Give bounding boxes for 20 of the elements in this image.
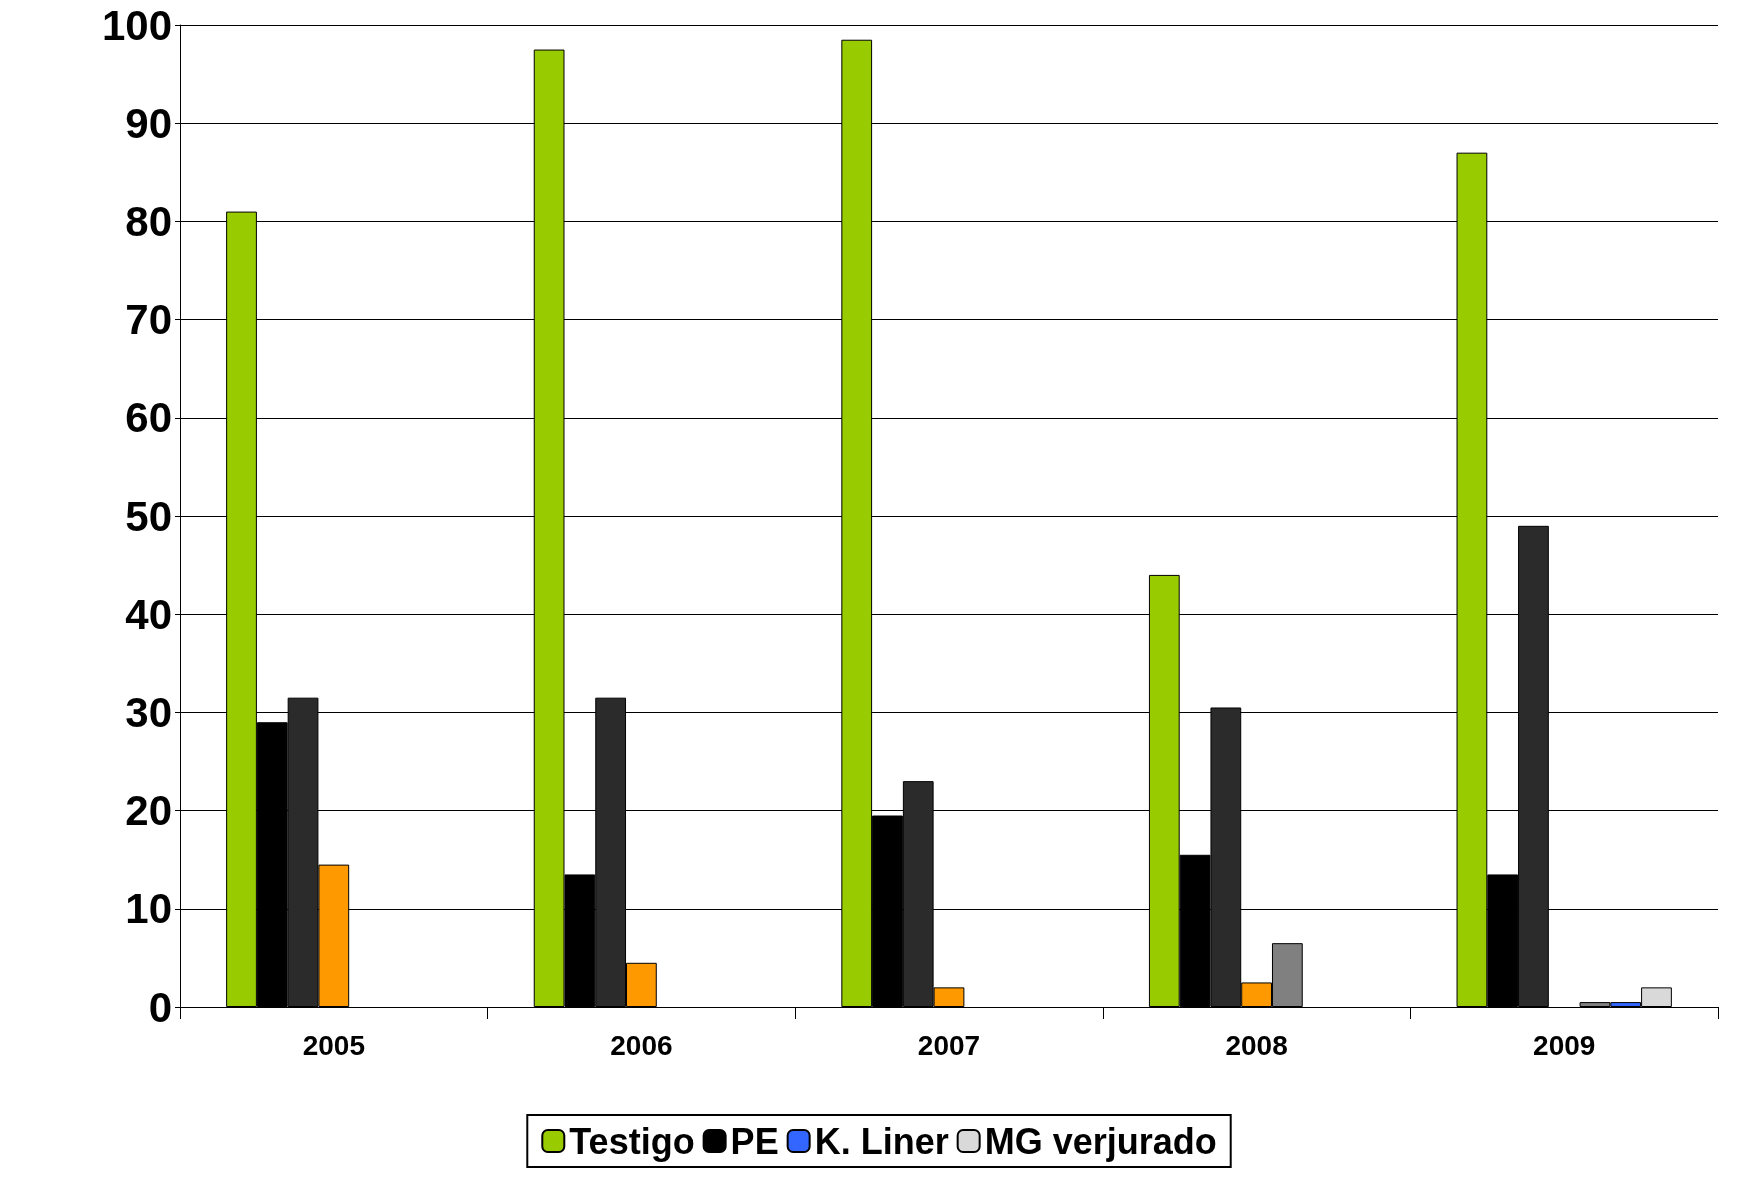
y-tick-label: 80: [125, 197, 172, 245]
y-tick-label: 90: [125, 99, 172, 147]
y-tick-label: 10: [125, 885, 172, 933]
x-tick-label: 2006: [610, 1029, 673, 1061]
y-tick-label: 60: [125, 394, 172, 442]
y-tick-label: 50: [125, 492, 172, 540]
x-tick-label: 2007: [917, 1029, 981, 1061]
y-tick-label: 70: [125, 296, 172, 344]
y-tick-label: 20: [125, 787, 172, 835]
x-tick-label: 2008: [1225, 1029, 1288, 1061]
y-tick-label: 40: [125, 590, 172, 638]
legend-label: K. Liner: [814, 1120, 949, 1162]
y-tick-label: 100: [101, 1, 172, 49]
x-tick-label: 2009: [1533, 1029, 1596, 1061]
legend-label: MG verjurado: [984, 1120, 1217, 1162]
y-tick-label: 30: [125, 688, 172, 736]
legend-label: PE: [730, 1120, 779, 1162]
x-tick-label: 2005: [302, 1029, 365, 1061]
y-tick-label: 0: [148, 983, 172, 1031]
legend-label: Testigo: [569, 1120, 695, 1162]
